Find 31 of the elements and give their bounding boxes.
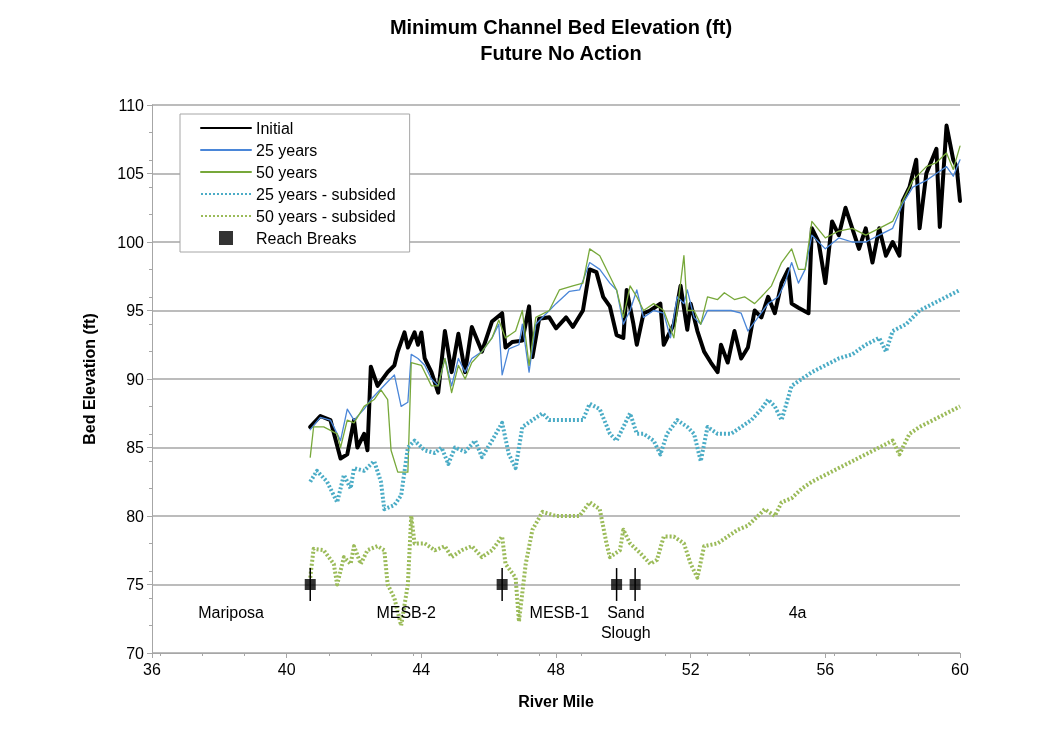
annotation: Sand Slough <box>600 604 651 641</box>
y-tick-label: 85 <box>126 439 145 456</box>
x-tick-label: 36 <box>143 660 161 678</box>
y-tick-label: 110 <box>118 96 145 114</box>
legend-label: 25 years - subsided <box>256 185 396 203</box>
y-tick-label: 70 <box>126 644 145 662</box>
y-tick-label: 105 <box>117 165 145 182</box>
legend-label: Reach Breaks <box>256 229 357 247</box>
annotation: MESB-1 <box>529 604 590 621</box>
x-tick-label: 60 <box>951 660 969 678</box>
x-tick-label: 52 <box>681 660 700 678</box>
x-tick-label: 44 <box>412 660 431 678</box>
y-axis-title: Bed Elevation (ft) <box>80 313 98 445</box>
legend-label: 25 years <box>256 141 318 159</box>
annotation: 4a <box>788 604 807 621</box>
x-tick-label: 48 <box>547 660 565 678</box>
annotation: Mariposa <box>198 604 265 621</box>
chart-title: Minimum Channel Bed Elevation (ft) <box>389 16 733 38</box>
legend-label: 50 years <box>256 163 318 181</box>
y-tick-label: 100 <box>117 233 145 251</box>
legend-label: 50 years - subsided <box>256 207 396 225</box>
line-series <box>308 287 962 512</box>
y-tick-label: 75 <box>126 576 145 593</box>
legend-label: Initial <box>256 119 294 137</box>
x-tick-label: 56 <box>816 660 835 678</box>
y-tick-label: 95 <box>126 302 145 319</box>
chart-subtitle: Future No Action <box>480 42 642 64</box>
x-tick-label: 40 <box>277 660 296 678</box>
y-tick-label: 80 <box>126 507 145 525</box>
x-axis-title: River Mile <box>518 692 594 710</box>
y-tick-label: 90 <box>126 370 145 388</box>
